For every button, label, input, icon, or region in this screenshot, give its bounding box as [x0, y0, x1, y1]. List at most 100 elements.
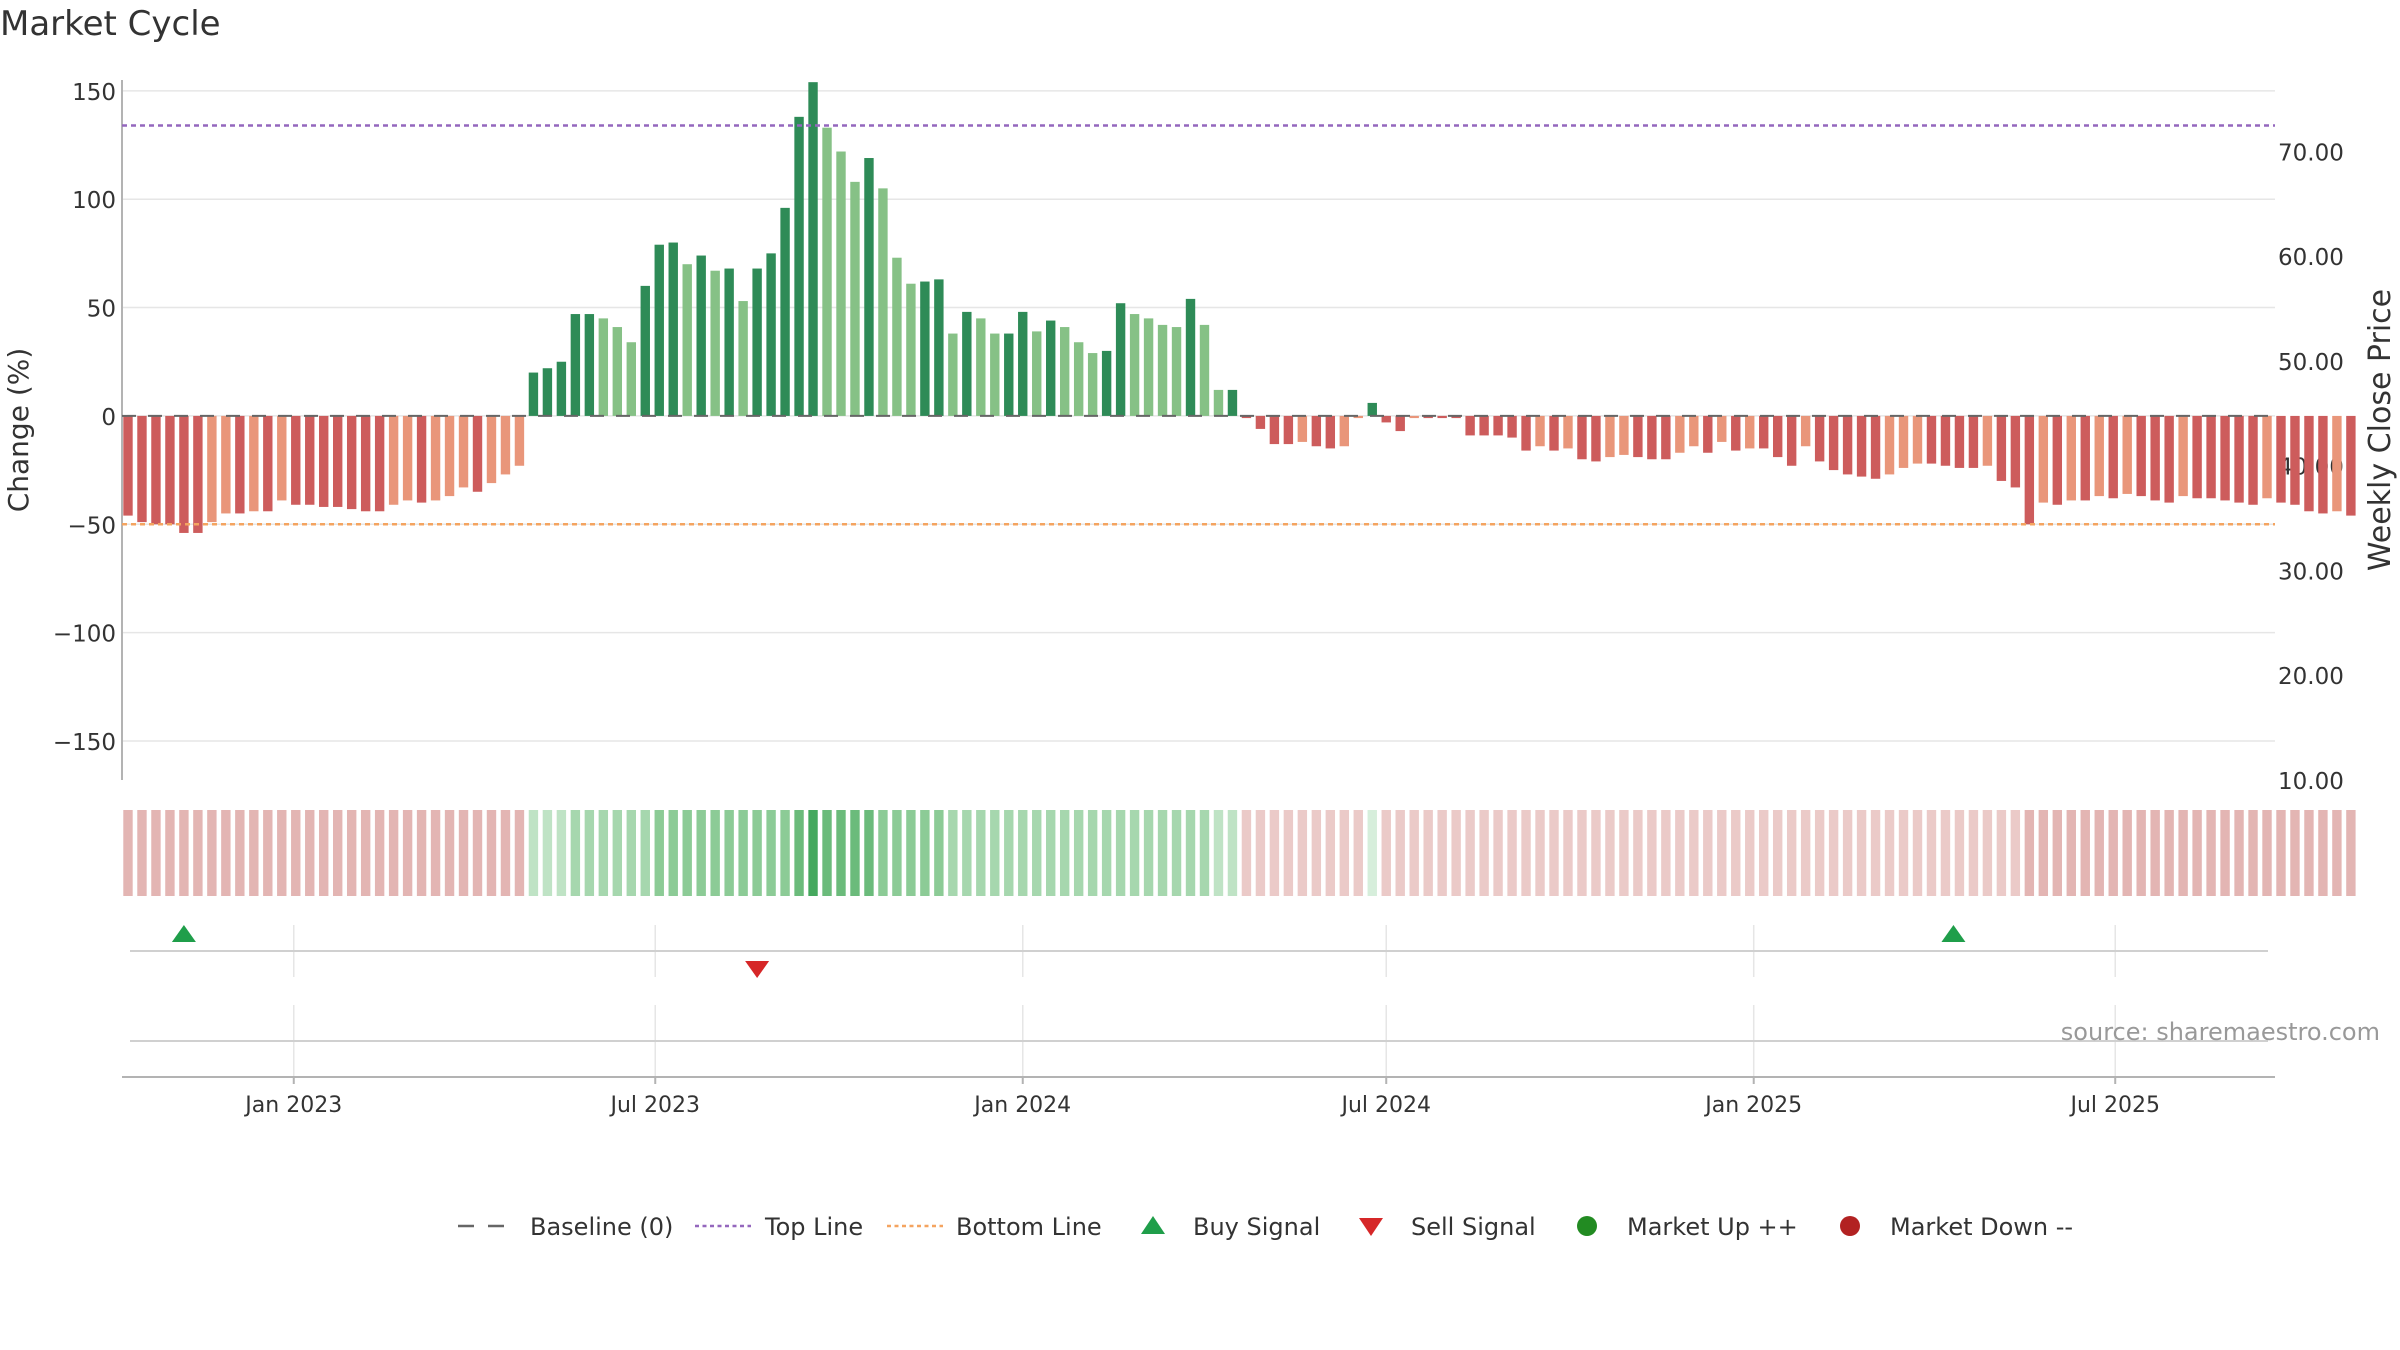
- source-label: source: sharemaestro.com: [2061, 1018, 2380, 1046]
- strength-cell: [1059, 810, 1070, 896]
- bar: [1982, 415, 1993, 466]
- strength-cell: [1884, 810, 1895, 896]
- bar: [1563, 415, 1573, 449]
- bar: [486, 415, 497, 484]
- bar: [752, 268, 762, 416]
- strength-cell: [878, 810, 888, 896]
- strength-cell: [1227, 810, 1238, 896]
- x-tick-label: Jan 2025: [1703, 1093, 1802, 1118]
- bar: [794, 116, 804, 416]
- bar: [1269, 415, 1280, 445]
- x-tick-label: Jul 2024: [1339, 1093, 1431, 1118]
- strength-cell: [1591, 810, 1601, 896]
- bar: [1171, 327, 1182, 416]
- bar: [1647, 415, 1657, 460]
- bar: [263, 415, 273, 512]
- bar: [1437, 415, 1447, 419]
- bar: [179, 415, 189, 533]
- bar: [2122, 415, 2132, 494]
- strength-cell: [1115, 810, 1126, 896]
- strength-cell: [1437, 810, 1447, 896]
- strength-cell: [2290, 810, 2300, 896]
- bar: [934, 279, 944, 416]
- strength-cell: [1101, 810, 1112, 896]
- bar: [2276, 415, 2286, 503]
- strength-cell: [556, 810, 567, 896]
- legend-label: Sell Signal: [1411, 1213, 1536, 1241]
- bar: [2332, 415, 2342, 512]
- bar: [1661, 415, 1671, 460]
- strength-cell: [808, 810, 818, 896]
- strength-cell: [906, 810, 916, 896]
- strength-cell: [2276, 810, 2286, 896]
- strength-cell: [640, 810, 650, 896]
- bar: [430, 415, 441, 501]
- legend-sell-swatch: [1359, 1218, 1383, 1236]
- strength-cell: [584, 810, 595, 896]
- strength-cell: [2010, 810, 2021, 896]
- bar: [500, 415, 511, 475]
- bar: [137, 415, 147, 523]
- bar: [1689, 415, 1699, 447]
- bar: [990, 333, 1000, 416]
- strength-cell: [1381, 810, 1391, 896]
- bar: [514, 415, 525, 466]
- bar: [165, 415, 175, 525]
- y-right-tick-label: 20.00: [2278, 664, 2344, 690]
- strength-cell: [1577, 810, 1587, 896]
- strength-cell: [710, 810, 720, 896]
- strength-cell: [1339, 810, 1349, 896]
- bar: [360, 415, 371, 512]
- bar: [528, 372, 539, 416]
- bar: [1842, 415, 1853, 475]
- x-tick-label: Jan 2023: [243, 1093, 342, 1118]
- strength-cell: [1493, 810, 1503, 896]
- bar: [1717, 415, 1727, 442]
- strength-cell: [1199, 810, 1210, 896]
- bar: [444, 415, 455, 497]
- strength-cell: [696, 810, 706, 896]
- strength-cell: [892, 810, 902, 896]
- strength-cell: [1800, 810, 1811, 896]
- bar: [2178, 415, 2188, 497]
- strength-cell: [990, 810, 1000, 896]
- bar: [682, 264, 692, 416]
- bar: [332, 415, 343, 507]
- strength-cell: [2220, 810, 2230, 896]
- strength-cell: [305, 810, 315, 896]
- bar: [1381, 415, 1391, 423]
- legend-market-down-swatch: [1840, 1216, 1860, 1236]
- strength-cell: [1409, 810, 1419, 896]
- y-left-tick-label: 150: [72, 80, 116, 106]
- bar: [976, 318, 986, 416]
- bar: [2234, 415, 2244, 503]
- y-left-tick-label: −50: [67, 513, 116, 539]
- strength-cell: [1870, 810, 1881, 896]
- bar: [2220, 415, 2230, 501]
- bar: [2150, 415, 2160, 501]
- bar: [1759, 415, 1769, 449]
- strength-cell: [2024, 810, 2035, 896]
- strength-cell: [654, 810, 664, 896]
- bar: [2262, 415, 2272, 499]
- strength-cell: [1968, 810, 1979, 896]
- strength-cell: [1018, 810, 1028, 896]
- strength-cell: [1759, 810, 1769, 896]
- bar: [1297, 415, 1308, 442]
- bar: [1059, 327, 1070, 416]
- strength-cell: [291, 810, 301, 896]
- bar: [388, 415, 399, 505]
- bar: [710, 270, 720, 416]
- bar: [906, 283, 916, 416]
- strength-cell: [1311, 810, 1322, 896]
- bar: [1311, 415, 1322, 447]
- strength-cell: [123, 810, 133, 896]
- bar: [2318, 415, 2328, 514]
- strength-cell: [1087, 810, 1098, 896]
- buy-signal-marker: [1941, 925, 1966, 942]
- bar: [1856, 415, 1867, 477]
- y-left-tick-label: 0: [101, 405, 116, 431]
- strength-cell: [1157, 810, 1168, 896]
- strength-cell: [1423, 810, 1433, 896]
